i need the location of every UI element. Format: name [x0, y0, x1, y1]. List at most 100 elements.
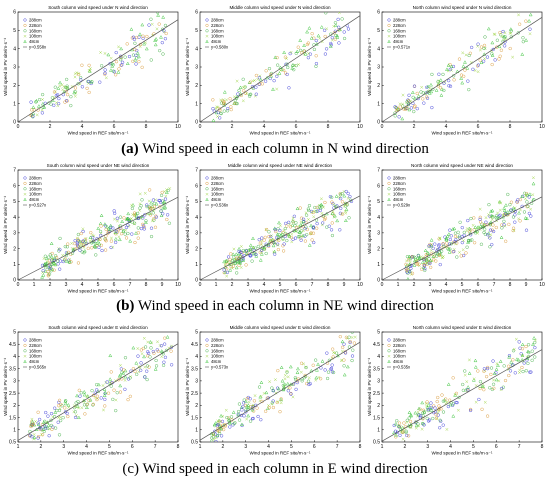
marker-288cm — [226, 106, 230, 111]
marker-48cm — [494, 367, 499, 371]
marker-168cm — [233, 421, 237, 425]
marker-168cm — [297, 234, 302, 239]
marker-108cm — [232, 247, 236, 251]
marker-108cm — [155, 27, 159, 31]
marker-108cm — [104, 76, 108, 80]
y-tick-label: 4.5 — [373, 342, 380, 348]
marker-228cm — [264, 409, 268, 413]
marker-48cm — [165, 335, 170, 339]
marker-228cm — [478, 220, 483, 224]
marker-288cm — [124, 225, 129, 230]
marker-108cm — [320, 211, 324, 215]
legend-marker — [205, 29, 209, 33]
marker-168cm — [69, 103, 73, 108]
marker-48cm — [446, 63, 451, 67]
legend-label: 48cm — [211, 39, 222, 44]
marker-228cm — [268, 73, 273, 77]
marker-48cm — [410, 90, 415, 94]
y-tick-label: 4 — [377, 215, 380, 221]
marker-168cm — [241, 77, 245, 81]
marker-48cm — [154, 201, 159, 206]
x-tick-label: 2 — [413, 124, 416, 130]
marker-48cm — [108, 227, 112, 231]
marker-108cm — [521, 354, 525, 357]
marker-108cm — [342, 204, 346, 208]
marker-108cm — [399, 430, 403, 434]
marker-228cm — [479, 45, 484, 49]
y-tick-label: 2 — [377, 403, 380, 409]
marker-48cm — [219, 413, 223, 418]
marker-168cm — [440, 249, 444, 253]
marker-168cm — [256, 244, 260, 249]
marker-288cm — [136, 354, 140, 358]
marker-288cm — [228, 425, 232, 429]
marker-48cm — [285, 381, 290, 386]
legend-marker — [387, 349, 391, 353]
marker-288cm — [242, 414, 246, 418]
marker-48cm — [148, 340, 153, 344]
marker-168cm — [237, 418, 242, 422]
marker-48cm — [129, 27, 134, 31]
marker-228cm — [418, 407, 422, 411]
marker-228cm — [225, 267, 229, 271]
marker-108cm — [247, 400, 251, 404]
marker-228cm — [63, 406, 67, 410]
marker-48cm — [121, 229, 126, 233]
marker-168cm — [526, 343, 531, 347]
marker-48cm — [234, 265, 239, 270]
y-tick-label: 7 — [13, 168, 16, 174]
marker-288cm — [130, 232, 134, 236]
marker-228cm — [29, 424, 33, 429]
legend-label: 228cm — [211, 181, 224, 186]
marker-48cm — [88, 397, 93, 402]
marker-168cm — [509, 35, 513, 39]
marker-108cm — [493, 32, 497, 36]
marker-168cm — [500, 226, 504, 230]
y-tick-label: 3 — [13, 65, 16, 71]
marker-288cm — [219, 434, 224, 438]
marker-288cm — [75, 241, 80, 245]
marker-48cm — [320, 359, 325, 363]
marker-48cm — [277, 71, 282, 75]
marker-48cm — [279, 397, 283, 402]
marker-228cm — [502, 212, 506, 216]
marker-288cm — [471, 67, 475, 71]
marker-168cm — [516, 31, 520, 35]
marker-108cm — [474, 400, 478, 404]
y-tick-label: 0 — [195, 120, 198, 126]
marker-108cm — [289, 50, 293, 54]
marker-108cm — [492, 378, 496, 382]
marker-168cm — [456, 230, 460, 234]
marker-228cm — [401, 430, 405, 435]
marker-288cm — [78, 248, 82, 252]
marker-168cm — [404, 429, 408, 433]
marker-108cm — [332, 24, 336, 28]
marker-48cm — [118, 372, 123, 377]
marker-108cm — [131, 213, 135, 217]
legend-label: 228cm — [29, 23, 42, 28]
y-axis-label: Wind speed in PV site/m·s⁻¹ — [367, 38, 372, 96]
marker-108cm — [445, 427, 449, 431]
fit-line — [17, 19, 179, 123]
marker-228cm — [330, 221, 334, 225]
legend-label: 48cm — [29, 39, 40, 44]
marker-168cm — [82, 403, 87, 407]
legend-label: 168cm — [29, 28, 42, 33]
marker-228cm — [412, 105, 417, 109]
marker-228cm — [323, 34, 327, 39]
marker-168cm — [285, 370, 289, 374]
marker-228cm — [133, 240, 137, 245]
x-tick-label: 0 — [381, 124, 384, 130]
marker-48cm — [106, 52, 111, 57]
marker-48cm — [244, 251, 249, 256]
marker-48cm — [507, 355, 512, 359]
marker-48cm — [450, 227, 455, 231]
marker-288cm — [407, 270, 412, 274]
marker-228cm — [148, 188, 152, 192]
marker-48cm — [40, 101, 45, 106]
marker-108cm — [77, 72, 81, 75]
marker-228cm — [90, 246, 94, 250]
marker-108cm — [162, 30, 166, 34]
marker-48cm — [41, 273, 46, 277]
marker-48cm — [88, 235, 93, 239]
